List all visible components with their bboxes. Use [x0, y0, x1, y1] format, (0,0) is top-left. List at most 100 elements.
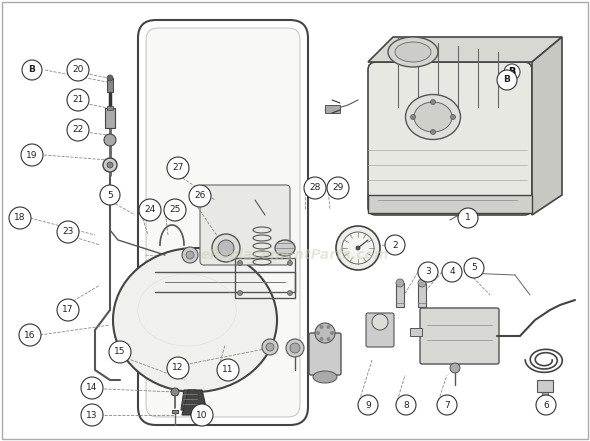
Bar: [537, 380, 553, 392]
Circle shape: [327, 177, 349, 199]
Text: 1: 1: [465, 213, 471, 223]
Text: eReplacementParts.com: eReplacementParts.com: [201, 248, 389, 262]
Ellipse shape: [113, 248, 277, 392]
Circle shape: [186, 251, 194, 259]
Bar: [396, 283, 404, 307]
Bar: [542, 392, 548, 398]
Text: 13: 13: [86, 411, 98, 419]
Text: 27: 27: [172, 164, 183, 172]
Text: 6: 6: [543, 400, 549, 410]
Circle shape: [497, 70, 517, 90]
Circle shape: [431, 100, 435, 105]
Bar: [418, 283, 426, 307]
Text: B: B: [28, 66, 35, 75]
Circle shape: [67, 119, 89, 141]
Text: 24: 24: [145, 206, 156, 214]
Circle shape: [164, 199, 186, 221]
Circle shape: [167, 357, 189, 379]
Circle shape: [19, 324, 41, 346]
Bar: [172, 410, 178, 413]
Text: 23: 23: [63, 228, 74, 236]
Circle shape: [451, 115, 455, 120]
Text: B: B: [503, 75, 510, 85]
Circle shape: [287, 261, 293, 265]
Circle shape: [57, 221, 79, 243]
Polygon shape: [532, 37, 562, 215]
Circle shape: [315, 323, 335, 343]
Circle shape: [316, 331, 320, 335]
Circle shape: [191, 404, 213, 426]
Bar: [325, 105, 340, 113]
Circle shape: [107, 75, 113, 81]
Polygon shape: [182, 390, 208, 415]
Text: 22: 22: [73, 126, 84, 135]
Bar: [107, 106, 113, 110]
Circle shape: [356, 246, 360, 250]
Polygon shape: [181, 390, 199, 410]
FancyBboxPatch shape: [309, 333, 341, 375]
Text: 26: 26: [194, 191, 206, 201]
Circle shape: [109, 341, 131, 363]
Circle shape: [396, 395, 416, 415]
Text: 14: 14: [86, 384, 98, 392]
Circle shape: [431, 130, 435, 135]
Text: 9: 9: [365, 400, 371, 410]
Circle shape: [504, 64, 520, 80]
Text: 18: 18: [14, 213, 26, 223]
Circle shape: [81, 404, 103, 426]
Text: 2: 2: [392, 240, 398, 250]
Text: 28: 28: [309, 183, 321, 193]
Circle shape: [437, 395, 457, 415]
Text: 11: 11: [222, 366, 234, 374]
Circle shape: [67, 59, 89, 81]
Circle shape: [385, 235, 405, 255]
PathPatch shape: [368, 62, 532, 215]
Circle shape: [107, 162, 113, 168]
Circle shape: [21, 144, 43, 166]
Circle shape: [326, 325, 330, 329]
Circle shape: [330, 331, 334, 335]
Circle shape: [304, 177, 326, 199]
Polygon shape: [368, 37, 562, 62]
Ellipse shape: [313, 371, 337, 383]
Circle shape: [287, 291, 293, 295]
Circle shape: [22, 60, 42, 80]
Text: 4: 4: [449, 268, 455, 277]
Circle shape: [464, 258, 484, 278]
Text: 7: 7: [444, 400, 450, 410]
Circle shape: [238, 261, 242, 265]
Circle shape: [81, 377, 103, 399]
Circle shape: [217, 359, 239, 381]
FancyBboxPatch shape: [420, 308, 499, 364]
Circle shape: [104, 134, 116, 146]
Text: 12: 12: [172, 363, 183, 373]
Text: 16: 16: [24, 330, 36, 340]
Text: 25: 25: [169, 206, 181, 214]
Circle shape: [442, 262, 462, 282]
Text: 5: 5: [107, 191, 113, 199]
Circle shape: [67, 89, 89, 111]
Text: 29: 29: [332, 183, 344, 193]
Circle shape: [320, 337, 323, 341]
Circle shape: [189, 185, 211, 207]
PathPatch shape: [146, 28, 300, 417]
Circle shape: [182, 247, 198, 263]
Text: 15: 15: [114, 348, 126, 356]
Circle shape: [342, 232, 374, 264]
Circle shape: [139, 199, 161, 221]
Circle shape: [212, 234, 240, 262]
Ellipse shape: [388, 37, 438, 67]
Circle shape: [167, 157, 189, 179]
Bar: [105, 108, 115, 128]
Circle shape: [372, 314, 388, 330]
Text: 17: 17: [63, 306, 74, 314]
Circle shape: [458, 208, 478, 228]
Text: 3: 3: [425, 268, 431, 277]
Circle shape: [418, 262, 438, 282]
Circle shape: [536, 395, 556, 415]
Text: 10: 10: [196, 411, 208, 419]
Circle shape: [9, 207, 31, 229]
Circle shape: [266, 343, 274, 351]
Text: 8: 8: [403, 400, 409, 410]
Text: 21: 21: [73, 96, 84, 105]
